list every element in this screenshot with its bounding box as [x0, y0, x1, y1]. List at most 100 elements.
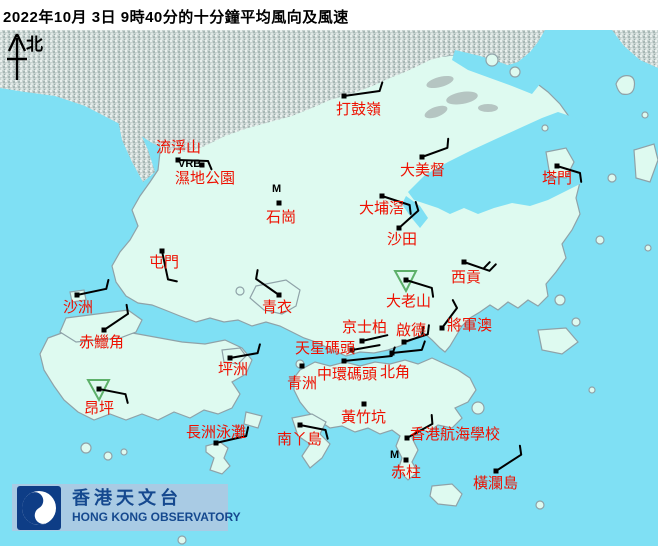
station-dot	[359, 338, 365, 344]
wind-barb-icon	[76, 279, 110, 296]
po-toi-islands	[429, 483, 463, 507]
title-bar: 2022年10月 3日 9時40分的十分鐘平均風向及風速	[0, 0, 658, 30]
station-north-point	[389, 340, 426, 356]
station-ngong-ping	[86, 379, 129, 404]
wind-barb-icon	[229, 343, 261, 359]
wind-barb-icon	[406, 414, 434, 439]
station-dot	[96, 386, 102, 392]
station-tap-mun	[554, 163, 583, 183]
station-dot	[379, 193, 385, 199]
deep-bay	[0, 90, 158, 173]
station-dot	[74, 292, 80, 298]
wind-barb-icon	[381, 195, 412, 215]
station-dot	[276, 292, 282, 298]
station-dot	[403, 457, 409, 463]
station-star-ferry-pier	[349, 344, 381, 353]
station-kings-park	[359, 334, 389, 344]
wind-barb-icon	[556, 165, 583, 183]
station-dot	[159, 248, 165, 254]
wind-barb-icon	[405, 279, 435, 298]
station-dot	[404, 435, 410, 441]
station-tai-po-kau	[379, 193, 412, 215]
station-tseung-kwan-o	[439, 299, 458, 331]
crescent-island	[615, 75, 636, 95]
lantau-island	[39, 325, 253, 421]
station-dot	[396, 225, 402, 231]
station-dot	[461, 259, 467, 265]
station-tuen-mun	[159, 248, 178, 283]
wind-barb-icon	[495, 444, 523, 472]
station-peng-chau	[227, 343, 261, 361]
wind-barb-icon	[343, 81, 384, 97]
wind-barb-icon	[299, 424, 329, 440]
station-dot	[199, 162, 205, 168]
station-tsing-yi	[255, 269, 282, 298]
station-dot	[227, 355, 233, 361]
mountain-shading	[424, 75, 498, 119]
wind-barb-icon	[255, 269, 280, 296]
station-dot	[276, 200, 282, 206]
wind-barb-icon	[98, 388, 129, 404]
station-lamma-island	[297, 422, 329, 440]
wind-barb-icon	[103, 303, 129, 331]
station-lau-fau-shan	[175, 157, 213, 171]
station-ta-kwu-ling	[341, 81, 384, 99]
tolo-harbour	[408, 112, 598, 214]
wind-barb-icon	[351, 344, 381, 351]
station-dot	[403, 277, 409, 283]
station-dot	[175, 157, 181, 163]
station-tai-mei-tuk	[419, 137, 450, 160]
high-island	[537, 327, 579, 355]
station-kai-tak	[401, 324, 430, 345]
logo-chinese-text: 香港天文台	[72, 488, 182, 508]
wind-barb-icon	[177, 159, 213, 171]
station-dot	[361, 401, 367, 407]
station-dot	[297, 422, 303, 428]
station-cheung-chau-beach	[213, 426, 250, 446]
station-sai-kung	[461, 259, 497, 272]
wind-barb-icon	[441, 299, 458, 329]
station-dot	[213, 440, 219, 446]
station-dot	[389, 350, 395, 356]
urban-area-shenzhen	[0, 30, 545, 152]
station-shek-kong	[276, 200, 282, 206]
page-title: 2022年10月 3日 9時40分的十分鐘平均風向及風速	[3, 9, 349, 26]
north-arrow-icon	[7, 33, 27, 80]
station-green-island	[299, 363, 305, 369]
urban-area-corner	[612, 30, 658, 68]
station-tates-cairn	[393, 270, 435, 298]
wind-barb-icon	[391, 340, 426, 354]
wind-barb-icon	[161, 250, 178, 283]
hko-logo-banner: 香港天文台 HONG KONG OBSERVATORY	[12, 484, 241, 531]
station-stanley	[403, 457, 409, 463]
station-dot	[349, 347, 355, 353]
wind-barb-icon	[215, 426, 250, 444]
station-dot	[101, 327, 107, 333]
station-dot	[439, 325, 445, 331]
station-chek-lap-kok	[101, 303, 129, 333]
urban-spur-shekou	[118, 120, 155, 182]
station-dot	[401, 339, 407, 345]
wind-barb-icon	[463, 261, 497, 272]
hko-logo-icon	[17, 486, 61, 530]
logo-english-text: HONG KONG OBSERVATORY	[72, 510, 241, 524]
wind-barb-icon	[361, 334, 389, 342]
wind-barb-icon	[403, 324, 430, 343]
tsing-yi-island	[249, 279, 301, 315]
station-dot	[341, 358, 347, 364]
station-dot	[341, 93, 347, 99]
station-dot	[419, 154, 425, 160]
station-central-pier	[341, 346, 396, 364]
station-hk-sea-school	[404, 414, 434, 441]
wind-barb-icon	[421, 137, 450, 158]
station-waglan-island	[493, 444, 523, 474]
mirs-bay-island	[633, 143, 658, 183]
hei-ling-chau	[243, 411, 263, 429]
station-sha-chau	[74, 279, 110, 298]
wind-barb-icon	[398, 201, 420, 229]
station-wetland-park	[199, 162, 205, 168]
north-label: 北	[26, 35, 43, 54]
